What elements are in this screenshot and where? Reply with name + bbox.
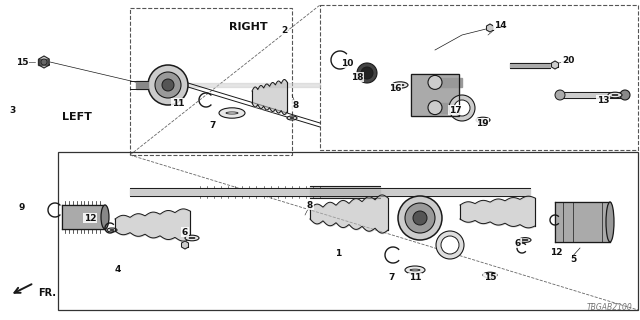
Bar [411,74,459,116]
Text: 15: 15 [484,274,496,283]
Ellipse shape [405,266,425,274]
Text: 9: 9 [19,203,25,212]
Text: LEFT: LEFT [62,112,92,122]
Text: 20: 20 [562,55,574,65]
Ellipse shape [226,112,238,114]
Bar [130,8,292,155]
Polygon shape [510,62,550,68]
Ellipse shape [608,92,622,98]
Circle shape [398,196,442,240]
Polygon shape [560,92,625,98]
Text: 10: 10 [341,59,353,68]
Text: 11: 11 [409,274,421,283]
Ellipse shape [483,272,497,278]
Circle shape [41,59,47,65]
Text: 8: 8 [293,100,299,109]
Text: 19: 19 [476,118,488,127]
Circle shape [428,100,442,115]
Ellipse shape [410,269,420,271]
Text: 3: 3 [9,106,15,115]
Text: TBGAB2100: TBGAB2100 [586,303,632,312]
Circle shape [155,72,181,98]
Circle shape [405,203,435,233]
Text: 5: 5 [570,255,576,265]
Text: 17: 17 [449,106,461,115]
Ellipse shape [107,228,117,232]
Text: FR.: FR. [38,288,56,298]
Ellipse shape [454,100,470,116]
Bar [58,152,638,310]
Ellipse shape [361,67,373,79]
Ellipse shape [487,275,493,276]
Text: 16: 16 [388,84,401,92]
Text: 7: 7 [389,274,395,283]
Ellipse shape [606,202,614,242]
Circle shape [162,79,174,91]
Ellipse shape [101,205,109,229]
Polygon shape [38,59,48,65]
Ellipse shape [219,108,245,118]
Ellipse shape [189,237,195,238]
Polygon shape [411,74,459,116]
Polygon shape [130,188,530,196]
Polygon shape [182,241,188,249]
Polygon shape [39,56,49,68]
Text: 4: 4 [115,266,121,275]
Text: 8: 8 [307,201,313,210]
Ellipse shape [357,63,377,83]
Text: 7: 7 [210,121,216,130]
Ellipse shape [519,237,531,243]
Text: 13: 13 [596,95,609,105]
Polygon shape [429,77,462,87]
Circle shape [413,211,427,225]
Text: RIGHT: RIGHT [228,22,268,32]
Text: 11: 11 [172,99,184,108]
Ellipse shape [480,119,486,121]
Polygon shape [429,103,462,113]
Polygon shape [310,186,380,198]
Text: 15: 15 [16,58,28,67]
Bar [320,5,638,150]
Text: 6: 6 [182,228,188,236]
Ellipse shape [449,95,475,121]
Ellipse shape [185,235,199,241]
Polygon shape [62,205,105,229]
Circle shape [555,90,565,100]
Polygon shape [486,24,493,32]
Polygon shape [552,61,559,69]
Ellipse shape [441,236,459,254]
Circle shape [428,76,442,89]
Ellipse shape [287,116,297,120]
Ellipse shape [522,239,528,241]
Ellipse shape [612,94,618,96]
Ellipse shape [392,82,408,88]
Polygon shape [136,81,148,89]
Text: 18: 18 [351,73,364,82]
Text: 2: 2 [281,26,287,35]
Text: 14: 14 [493,20,506,29]
Text: 12: 12 [550,247,563,257]
Circle shape [620,90,630,100]
Text: 12: 12 [84,213,96,222]
Circle shape [148,65,188,105]
Text: 1: 1 [335,249,341,258]
Text: 6: 6 [515,238,521,247]
Ellipse shape [436,231,464,259]
Polygon shape [555,202,610,242]
Ellipse shape [396,84,404,86]
Ellipse shape [476,117,490,123]
